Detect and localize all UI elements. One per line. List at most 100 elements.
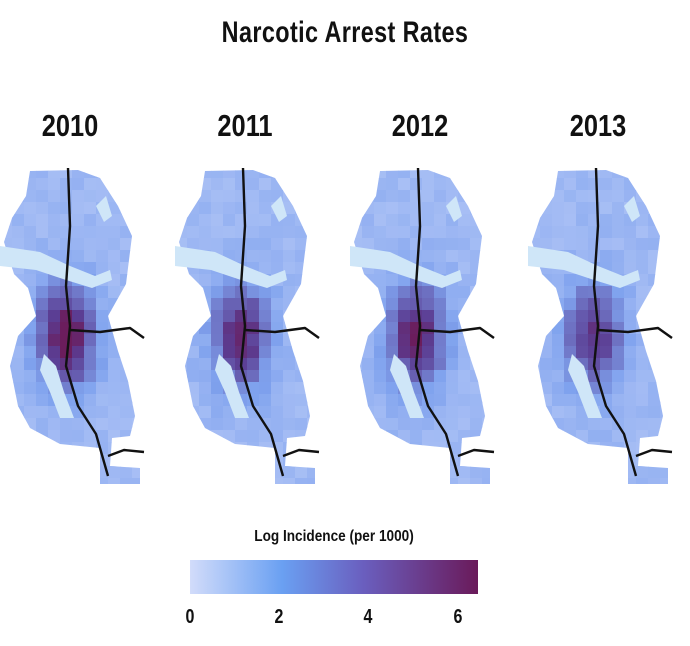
tract xyxy=(48,170,61,179)
tract xyxy=(422,370,435,383)
tract xyxy=(482,406,490,419)
tract xyxy=(624,262,637,275)
tract xyxy=(564,466,577,479)
highway xyxy=(635,448,673,458)
tract xyxy=(223,478,236,484)
tract xyxy=(374,310,387,323)
tract xyxy=(362,170,375,179)
tract xyxy=(362,226,375,239)
tract xyxy=(374,454,387,467)
tract xyxy=(458,214,471,227)
tract xyxy=(120,454,133,467)
tract xyxy=(259,238,272,251)
tract xyxy=(434,238,447,251)
tract xyxy=(84,406,97,419)
tract xyxy=(648,430,661,443)
tract xyxy=(540,346,553,359)
tract xyxy=(540,226,553,239)
tract xyxy=(494,214,500,227)
tract xyxy=(12,394,25,407)
tract xyxy=(636,430,649,443)
tract xyxy=(84,226,97,239)
tract xyxy=(354,170,363,179)
tract xyxy=(108,382,121,395)
tract xyxy=(374,478,387,484)
tract xyxy=(271,346,284,359)
tract xyxy=(470,226,483,239)
tract xyxy=(532,382,541,395)
tract xyxy=(552,346,565,359)
tract xyxy=(494,466,500,479)
tract xyxy=(120,358,133,371)
tract xyxy=(235,478,248,484)
tract xyxy=(552,274,565,287)
tract xyxy=(446,418,459,431)
tract xyxy=(458,202,471,215)
tract xyxy=(187,274,200,287)
tract xyxy=(398,286,411,299)
tract xyxy=(564,226,577,239)
tract xyxy=(179,286,188,299)
tract xyxy=(434,262,447,275)
tract xyxy=(422,286,435,299)
tract xyxy=(540,406,553,419)
tract xyxy=(564,238,577,251)
tract xyxy=(672,418,678,431)
tract xyxy=(96,170,109,179)
tract xyxy=(540,370,553,383)
tract xyxy=(283,250,296,263)
tract xyxy=(144,418,150,431)
tract xyxy=(108,178,121,191)
tract xyxy=(187,322,200,335)
tract xyxy=(576,190,589,203)
tract xyxy=(600,334,613,347)
tract xyxy=(386,382,399,395)
tract xyxy=(283,170,296,179)
tract xyxy=(179,454,188,467)
tract xyxy=(24,322,37,335)
tract xyxy=(422,478,435,484)
tract xyxy=(482,170,490,179)
tract xyxy=(532,226,541,239)
tract xyxy=(24,346,37,359)
tract xyxy=(120,442,133,455)
map-panel-2013: 2013 xyxy=(528,100,678,490)
tract xyxy=(660,370,668,383)
tract xyxy=(4,418,13,431)
tract xyxy=(60,334,73,347)
tract xyxy=(362,334,375,347)
tract xyxy=(672,370,678,383)
tract xyxy=(540,382,553,395)
tract xyxy=(12,298,25,311)
tract xyxy=(362,190,375,203)
tract xyxy=(199,466,212,479)
tract xyxy=(576,310,589,323)
choropleth-map-2012 xyxy=(350,167,500,484)
tract xyxy=(612,346,625,359)
tract xyxy=(36,382,49,395)
tract xyxy=(223,238,236,251)
tract xyxy=(386,334,399,347)
tract xyxy=(108,478,121,484)
tract xyxy=(660,466,668,479)
tract xyxy=(386,478,399,484)
tract xyxy=(4,190,13,203)
tract xyxy=(354,430,363,443)
tract xyxy=(96,382,109,395)
tract xyxy=(259,170,272,179)
tract xyxy=(187,214,200,227)
tract xyxy=(96,286,109,299)
tract xyxy=(319,274,325,287)
tract xyxy=(319,406,325,419)
tract xyxy=(398,310,411,323)
tract xyxy=(362,298,375,311)
tract xyxy=(494,370,500,383)
tract xyxy=(144,370,150,383)
tract xyxy=(410,250,423,263)
tract xyxy=(482,262,490,275)
tract xyxy=(422,322,435,335)
tract xyxy=(132,358,140,371)
tract xyxy=(540,214,553,227)
tract xyxy=(374,238,387,251)
tract xyxy=(540,358,553,371)
